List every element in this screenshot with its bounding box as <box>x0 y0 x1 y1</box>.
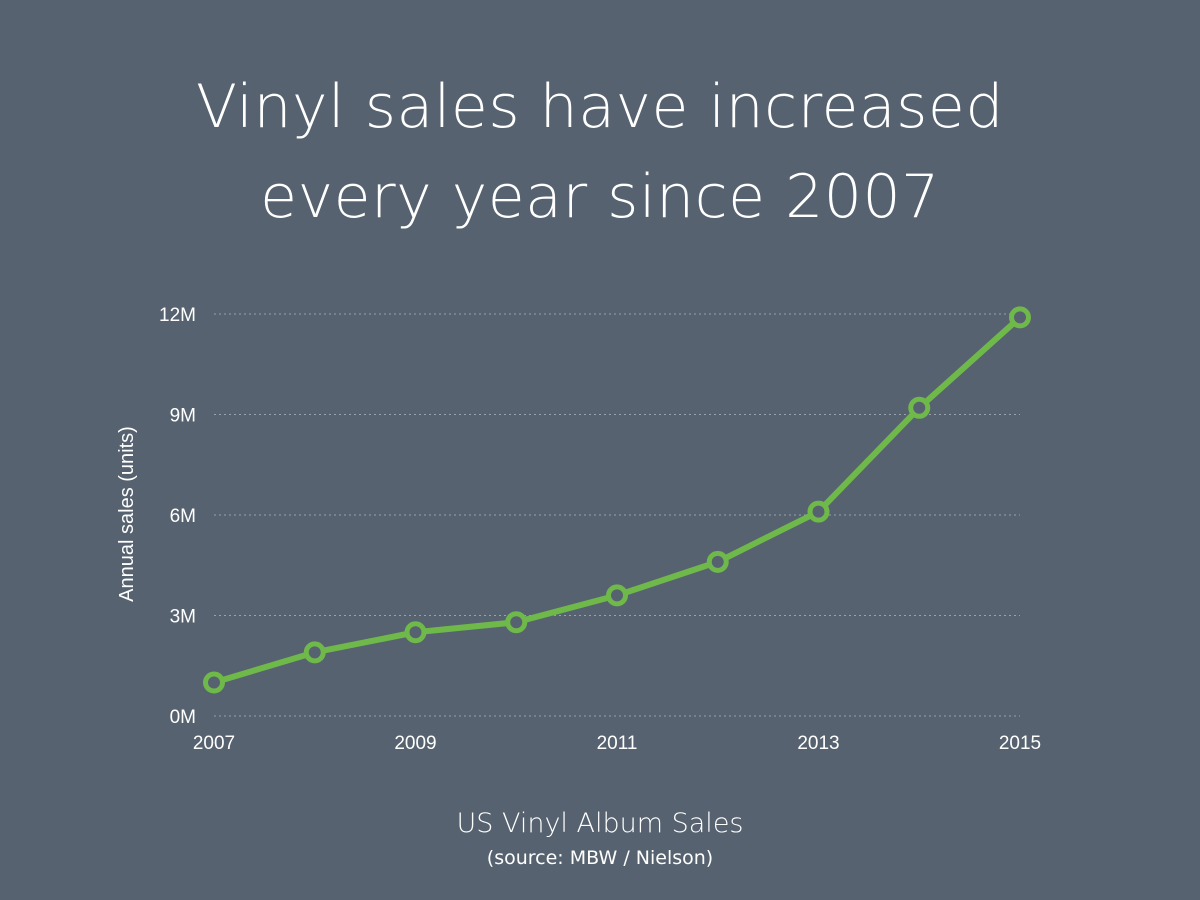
data-point-2008 <box>303 641 326 664</box>
data-point-2011 <box>606 584 628 607</box>
grid-lines <box>214 313 1020 717</box>
x-tick-label: 2015 <box>999 733 1041 754</box>
y-tick-label: 0M <box>170 707 196 728</box>
chart-source: (source: MBW / Nielson) <box>486 847 714 869</box>
chart-title-line-2: every year since 2007 <box>260 162 940 232</box>
data-point-2009 <box>404 621 427 644</box>
y-tick-label: 9M <box>170 406 196 427</box>
data-point-2015 <box>1009 306 1031 329</box>
x-tick-label: 2007 <box>193 733 235 754</box>
chart-caption: US Vinyl Album Sales <box>456 808 744 839</box>
y-tick-label: 6M <box>170 506 196 527</box>
y-axis-ticks: 0M 3M 6M 9M 12M <box>159 305 196 728</box>
x-axis-ticks: 2007 2009 2011 2013 2015 <box>193 733 1041 754</box>
series-vinyl-sales <box>203 306 1031 694</box>
data-point-2007 <box>203 671 225 694</box>
chart-title-line-1: Vinyl sales have increased <box>196 72 1004 142</box>
data-point-2014 <box>908 396 931 419</box>
data-point-2013 <box>807 500 830 523</box>
y-tick-label: 12M <box>159 305 196 326</box>
y-tick-label: 3M <box>170 607 196 628</box>
x-tick-label: 2013 <box>797 733 839 754</box>
data-point-2012 <box>706 550 729 573</box>
chart-title: Vinyl sales have increased every year si… <box>0 62 1200 242</box>
y-axis-title: Annual sales (units) <box>116 426 138 602</box>
data-point-2010 <box>505 611 528 634</box>
series-line <box>211 314 1023 686</box>
x-tick-label: 2011 <box>597 733 638 754</box>
x-tick-label: 2009 <box>394 733 436 754</box>
